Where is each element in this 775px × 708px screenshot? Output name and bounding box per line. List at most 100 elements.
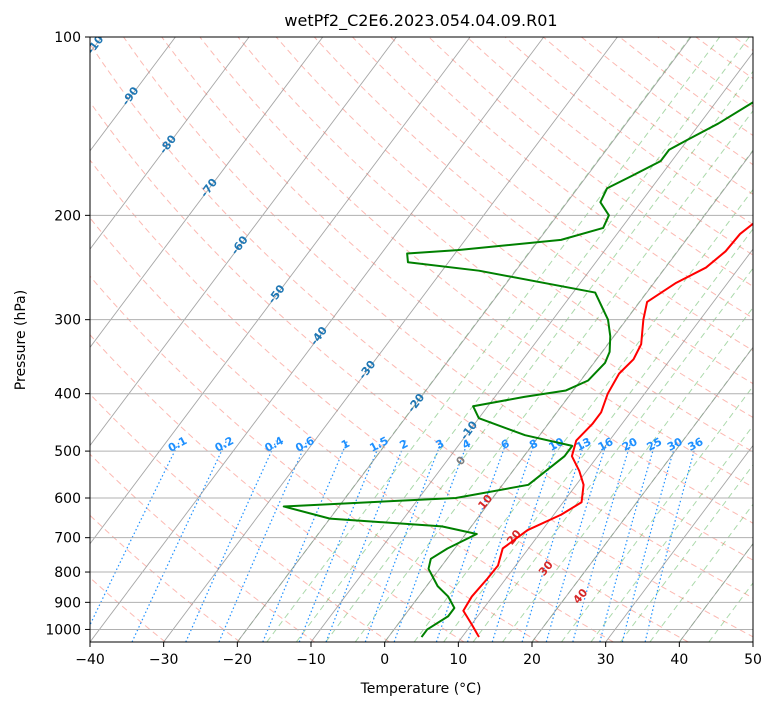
dry-adiabat-line bbox=[90, 159, 689, 642]
mixing-ratio-line bbox=[218, 440, 308, 642]
moist-adiabat-line bbox=[502, 306, 753, 642]
isotherm-line bbox=[90, 37, 324, 349]
dry-adiabat-line bbox=[123, 37, 753, 561]
mixing-ratio-line bbox=[393, 440, 469, 642]
y-tick-label: 1000 bbox=[45, 622, 81, 638]
isotherm-line bbox=[90, 37, 471, 545]
x-tick-label: 50 bbox=[744, 652, 762, 668]
dry-adiabat-line bbox=[90, 577, 166, 642]
dry-adiabat-line bbox=[90, 334, 465, 642]
x-tick-label: −10 bbox=[296, 652, 326, 668]
mixing-ratio-label: 30 bbox=[665, 435, 685, 454]
y-tick-label: 300 bbox=[54, 313, 81, 329]
dry-adiabat-line bbox=[90, 393, 390, 642]
moist-adiabat-line bbox=[708, 582, 753, 642]
isotherm-line bbox=[678, 543, 753, 642]
plot-frame bbox=[89, 36, 754, 643]
dry-adiabat-line bbox=[90, 514, 241, 642]
moist-adiabat-line bbox=[678, 542, 753, 642]
mixing-ratio-line bbox=[491, 440, 559, 642]
mixing-ratio-label: 13 bbox=[574, 435, 594, 454]
isotherm-label: -40 bbox=[308, 324, 331, 348]
moist-adiabat-label: 40 bbox=[570, 586, 590, 606]
x-tick-label: −20 bbox=[223, 652, 253, 668]
y-tick-label: 900 bbox=[54, 595, 81, 611]
moist-adiabat-line bbox=[472, 267, 753, 642]
moist-adiabat-line bbox=[413, 188, 753, 642]
moist-adiabat-label: 30 bbox=[536, 558, 556, 578]
mixing-ratio-line bbox=[644, 440, 698, 642]
dry-adiabat-line bbox=[90, 453, 315, 642]
dry-adiabat-line bbox=[466, 37, 753, 256]
isotherm-label: -80 bbox=[157, 132, 180, 156]
x-tick-label: −40 bbox=[75, 652, 105, 668]
mixing-ratio-label: 0.6 bbox=[293, 434, 317, 455]
mixing-ratio-line bbox=[621, 440, 677, 642]
mixing-ratio-line bbox=[521, 440, 586, 642]
isotherm-line bbox=[605, 444, 753, 642]
isotherm-line bbox=[90, 37, 250, 250]
moist-adiabat-line bbox=[266, 37, 721, 642]
isotherm-line bbox=[531, 346, 753, 642]
x-tick-label: 0 bbox=[380, 652, 389, 668]
y-axis-label: Pressure (hPa) bbox=[13, 290, 29, 390]
mixing-ratio-label: 1.5 bbox=[367, 434, 390, 455]
y-tick-label: 200 bbox=[54, 208, 81, 224]
chart-title: wetPf2_C2E6.2023.054.04.09.R01 bbox=[284, 11, 557, 31]
isotherm-line bbox=[163, 37, 618, 642]
isotherm-line bbox=[236, 37, 692, 642]
moist-adiabat-line bbox=[531, 346, 753, 642]
isotherm-label: -60 bbox=[228, 233, 251, 257]
mixing-ratio-line bbox=[572, 440, 632, 642]
mixing-ratio-line bbox=[90, 440, 181, 627]
dry-adiabat-line bbox=[504, 37, 753, 226]
isotherm-line bbox=[90, 37, 545, 642]
moist-adiabat-line bbox=[443, 228, 753, 642]
mixing-ratio-line bbox=[185, 440, 277, 642]
y-tick-label: 600 bbox=[54, 491, 81, 507]
dry-adiabat-line bbox=[90, 217, 614, 642]
isotherm-label: -20 bbox=[405, 391, 428, 415]
y-tick-label: 800 bbox=[54, 565, 81, 581]
dry-adiabat-line bbox=[313, 37, 753, 385]
isotherm-line bbox=[310, 51, 753, 642]
dry-adiabat-line bbox=[90, 101, 753, 638]
dry-adiabat-line bbox=[90, 275, 540, 642]
mixing-ratio-label: 2 bbox=[397, 437, 410, 452]
y-tick-label: 700 bbox=[54, 531, 81, 547]
isotherm-label: -90 bbox=[119, 84, 142, 108]
mixing-ratio-label: 3 bbox=[433, 437, 446, 452]
mixing-ratio-label: 6 bbox=[499, 437, 512, 452]
moist-adiabat-line bbox=[649, 503, 753, 642]
dry-adiabat-line bbox=[161, 37, 753, 524]
moist-adiabat-line bbox=[620, 464, 753, 642]
x-tick-label: 30 bbox=[597, 652, 615, 668]
isotherm-label: -30 bbox=[356, 358, 379, 382]
dry-adiabat-line bbox=[390, 37, 753, 319]
dry-adiabat-line bbox=[275, 37, 753, 418]
x-axis-label: Temperature (°C) bbox=[360, 681, 482, 697]
axes: −40 −30 −20 −10 0 10 20 30 40 5010009008007006005… bbox=[45, 30, 762, 668]
isotherm-line bbox=[90, 37, 397, 447]
mixing-ratio-line bbox=[435, 440, 508, 642]
x-tick-label: −30 bbox=[149, 652, 179, 668]
dry-adiabat-line bbox=[352, 37, 753, 352]
moist-adiabat-line bbox=[295, 37, 750, 642]
temperature-profile-line bbox=[462, 222, 753, 638]
isotherm-line bbox=[90, 37, 176, 152]
x-tick-label: 10 bbox=[449, 652, 467, 668]
y-tick-label: 400 bbox=[54, 387, 81, 403]
mixing-ratio-line bbox=[131, 440, 228, 642]
mixing-ratio-line bbox=[262, 440, 349, 642]
isotherm-label: -70 bbox=[198, 176, 221, 200]
dry-adiabat-line bbox=[90, 43, 753, 599]
mixing-ratio-label: 10 bbox=[547, 435, 567, 454]
mixing-ratio-line bbox=[545, 440, 608, 642]
dry-adiabat-line bbox=[657, 37, 753, 108]
mixing-ratio-label: 1 bbox=[339, 437, 352, 452]
moist-adiabat-line bbox=[561, 385, 753, 642]
dewpoint-profile-line bbox=[282, 101, 753, 638]
mixing-ratio-line bbox=[599, 440, 657, 642]
isotherm-label: -100 bbox=[84, 27, 111, 57]
dry-adiabat-line bbox=[619, 37, 753, 137]
